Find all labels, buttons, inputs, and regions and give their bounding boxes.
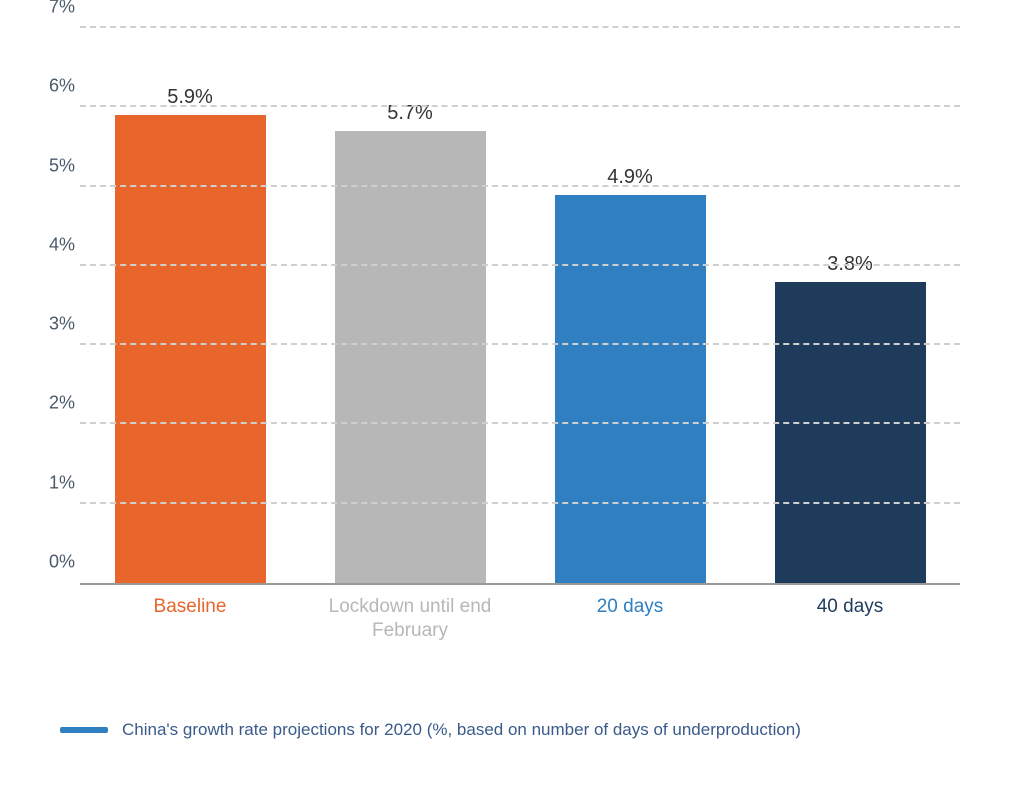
bar-slot: 5.9% [93,30,287,583]
y-tick-label: 6% [30,76,75,97]
legend-text: China's growth rate projections for 2020… [122,720,801,740]
growth-projection-chart: 5.9%5.7%4.9%3.8% 0%1%2%3%4%5%6%7% Baseli… [20,20,980,640]
y-tick-label: 4% [30,234,75,255]
x-axis-labels: Baseline Lockdown until end February 20 da… [80,595,960,643]
x-axis-label: Baseline [93,595,287,643]
gridline [80,105,960,107]
bar-slot: 5.7% [313,30,507,583]
x-axis-label: 40 days [753,595,947,643]
chart-legend: China's growth rate projections for 2020… [60,720,940,740]
gridline [80,264,960,266]
y-tick-label: 5% [30,155,75,176]
y-tick-label: 3% [30,314,75,335]
x-axis-label: Lockdown until end February [313,595,507,643]
bar-slot: 3.8% [753,30,947,583]
bar [555,195,706,584]
bar [335,131,486,583]
gridline [80,185,960,187]
bars-container: 5.9%5.7%4.9%3.8% [80,30,960,583]
legend-swatch [60,727,108,733]
gridline [80,26,960,28]
y-tick-label: 2% [30,393,75,414]
x-axis-label: 20 days [533,595,727,643]
plot-area: 5.9%5.7%4.9%3.8% 0%1%2%3%4%5%6%7% [80,30,960,585]
y-tick-label: 1% [30,472,75,493]
y-tick-label: 7% [30,0,75,18]
bar [775,282,926,583]
bar-slot: 4.9% [533,30,727,583]
gridline [80,422,960,424]
gridline [80,502,960,504]
gridline [80,343,960,345]
y-tick-label: 0% [30,552,75,573]
